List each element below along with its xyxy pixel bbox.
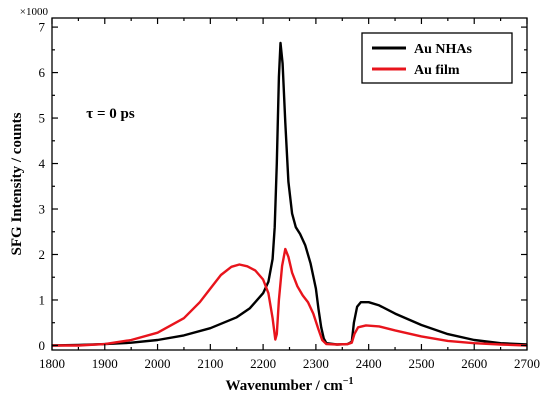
y-tick-label-5: 5 bbox=[39, 111, 46, 126]
y-tick-label-7: 7 bbox=[39, 20, 46, 35]
x-tick-label-2000: 2000 bbox=[145, 356, 171, 371]
y-tick-label-3: 3 bbox=[39, 202, 46, 217]
legend-box bbox=[361, 32, 513, 84]
x-tick-label-2300: 2300 bbox=[303, 356, 329, 371]
x-tick-label-2700: 2700 bbox=[514, 356, 540, 371]
y-tick-label-2: 2 bbox=[39, 247, 46, 262]
plot-area bbox=[51, 41, 528, 347]
x-axis-title: Wavenumber / cm−1 bbox=[226, 376, 354, 394]
series-line-au-nhas bbox=[51, 41, 528, 347]
x-axis-title-main: Wavenumber / cm bbox=[226, 378, 344, 394]
x-tick-label-1900: 1900 bbox=[92, 356, 118, 371]
y-tick-label-1: 1 bbox=[39, 292, 46, 307]
x-tick-label-2600: 2600 bbox=[461, 356, 487, 371]
x-tick-label-2200: 2200 bbox=[250, 356, 276, 371]
y-tick-label-0: 0 bbox=[39, 338, 46, 353]
y-tick-label-6: 6 bbox=[39, 65, 46, 80]
tau-annotation: τ = 0 ps bbox=[86, 106, 135, 122]
legend-label-au-film: Au film bbox=[414, 63, 460, 78]
legend-label-au-nhas: Au NHAs bbox=[414, 42, 473, 57]
x-tick-label-1800: 1800 bbox=[39, 356, 65, 371]
axes: 1800 1900 2000 2100 2200 2300 2400 2500 2600 2700… bbox=[39, 17, 540, 371]
y-multiplier-label: ×1000 bbox=[20, 6, 49, 18]
legend: Au NHAs Au film bbox=[361, 32, 513, 84]
x-axis-title-superscript: −1 bbox=[343, 376, 354, 387]
x-tick-label-2500: 2500 bbox=[408, 356, 434, 371]
x-tick-label-2100: 2100 bbox=[197, 356, 223, 371]
series-line-au-film bbox=[52, 247, 528, 347]
y-axis-title: SFG Intensity / counts bbox=[9, 112, 25, 255]
y-tick-label-4: 4 bbox=[39, 156, 46, 171]
x-tick-label-2400: 2400 bbox=[356, 356, 382, 371]
